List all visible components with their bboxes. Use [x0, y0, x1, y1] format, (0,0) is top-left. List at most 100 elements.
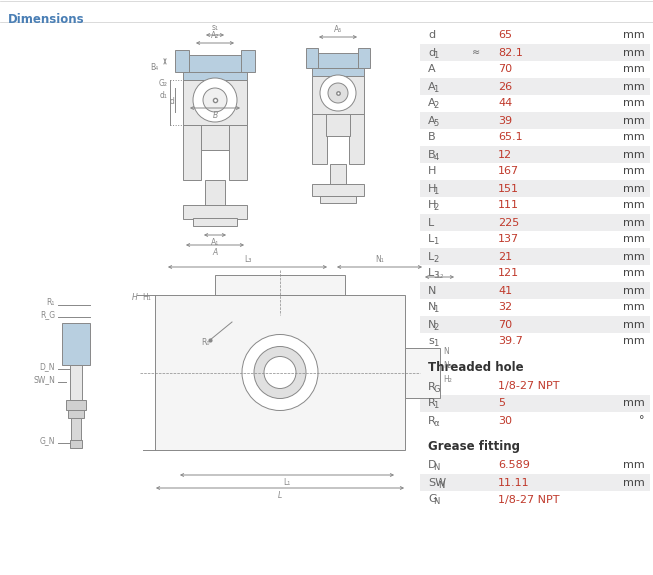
Text: 137: 137: [498, 235, 519, 244]
Text: mm: mm: [623, 251, 645, 262]
Text: D_N: D_N: [39, 362, 55, 371]
Text: s₁: s₁: [212, 23, 219, 32]
Text: 6.589: 6.589: [498, 461, 530, 470]
Bar: [330, 164, 346, 184]
Text: G: G: [433, 385, 439, 393]
Text: Grease fitting: Grease fitting: [428, 440, 520, 453]
Bar: [183, 205, 247, 219]
Text: B₄: B₄: [150, 63, 158, 72]
Text: mm: mm: [623, 302, 645, 312]
Text: B: B: [428, 150, 436, 159]
Text: N: N: [428, 320, 436, 329]
Text: R: R: [428, 398, 436, 408]
Circle shape: [254, 347, 306, 398]
Bar: [420, 129, 650, 146]
Bar: [349, 114, 364, 164]
Text: 1/8-27 NPT: 1/8-27 NPT: [498, 381, 560, 392]
Text: 1: 1: [433, 186, 438, 196]
Text: mm: mm: [623, 286, 645, 296]
Bar: [420, 180, 650, 197]
Text: 26: 26: [498, 82, 512, 91]
Text: α: α: [433, 419, 439, 427]
Bar: [420, 44, 650, 61]
Bar: [183, 125, 201, 180]
Text: mm: mm: [623, 150, 645, 159]
Text: 2: 2: [433, 323, 438, 332]
Bar: [420, 282, 650, 299]
Text: N: N: [433, 463, 439, 473]
Text: R_G: R_G: [40, 310, 55, 319]
Text: G₂: G₂: [159, 79, 168, 87]
Text: mm: mm: [623, 217, 645, 228]
Text: N₂: N₂: [443, 361, 452, 370]
Text: L₂: L₂: [436, 271, 443, 280]
Text: mm: mm: [623, 477, 645, 488]
Bar: [405, 347, 440, 397]
Bar: [312, 76, 364, 114]
Text: 32: 32: [498, 302, 512, 312]
Text: d₁: d₁: [160, 90, 168, 99]
Text: R₁: R₁: [46, 298, 55, 307]
Bar: [215, 275, 345, 295]
Bar: [318, 53, 358, 68]
Text: 1: 1: [433, 339, 438, 348]
Text: 65: 65: [498, 30, 512, 40]
Text: B: B: [212, 111, 217, 120]
Bar: [183, 80, 247, 125]
Bar: [70, 440, 82, 448]
Text: Dimensions: Dimensions: [8, 13, 85, 26]
Text: 1: 1: [433, 85, 438, 94]
Text: mm: mm: [623, 269, 645, 278]
Text: 2: 2: [433, 204, 438, 213]
Bar: [420, 61, 650, 78]
Text: s: s: [428, 336, 434, 347]
Bar: [66, 400, 86, 410]
Text: mm: mm: [623, 98, 645, 109]
Circle shape: [193, 78, 237, 122]
Text: 1: 1: [433, 305, 438, 315]
Bar: [420, 231, 650, 248]
Bar: [420, 197, 650, 214]
Text: mm: mm: [623, 132, 645, 143]
Text: N: N: [428, 286, 436, 296]
Text: d: d: [428, 48, 435, 58]
Text: mm: mm: [623, 201, 645, 210]
Bar: [420, 112, 650, 129]
Bar: [189, 55, 241, 72]
Bar: [183, 72, 247, 80]
Text: G: G: [428, 494, 437, 504]
Text: 82.1: 82.1: [498, 48, 523, 58]
Text: mm: mm: [623, 30, 645, 40]
Text: 1: 1: [433, 237, 438, 247]
Bar: [70, 365, 82, 400]
Text: L₃: L₃: [244, 255, 251, 264]
Text: d: d: [428, 30, 435, 40]
Text: 70: 70: [498, 320, 512, 329]
Text: L: L: [428, 251, 434, 262]
Bar: [312, 68, 364, 76]
Text: R: R: [428, 416, 436, 426]
Text: 3: 3: [433, 271, 439, 281]
Bar: [312, 184, 364, 196]
Text: 1: 1: [433, 401, 438, 411]
Bar: [420, 95, 650, 112]
Text: 44: 44: [498, 98, 512, 109]
Text: Threaded hole: Threaded hole: [428, 361, 524, 374]
Text: 5: 5: [498, 398, 505, 408]
Bar: [420, 333, 650, 350]
Bar: [420, 395, 650, 412]
Text: 151: 151: [498, 183, 519, 194]
Bar: [420, 299, 650, 316]
Text: mm: mm: [623, 183, 645, 194]
Bar: [155, 295, 405, 450]
Text: SW: SW: [428, 477, 446, 488]
Bar: [420, 316, 650, 333]
Text: 70: 70: [498, 64, 512, 75]
Circle shape: [264, 356, 296, 389]
Bar: [420, 378, 650, 395]
Text: B: B: [428, 132, 436, 143]
Bar: [68, 410, 84, 418]
Text: ≈: ≈: [472, 48, 480, 58]
Bar: [241, 50, 255, 72]
Bar: [175, 50, 189, 72]
